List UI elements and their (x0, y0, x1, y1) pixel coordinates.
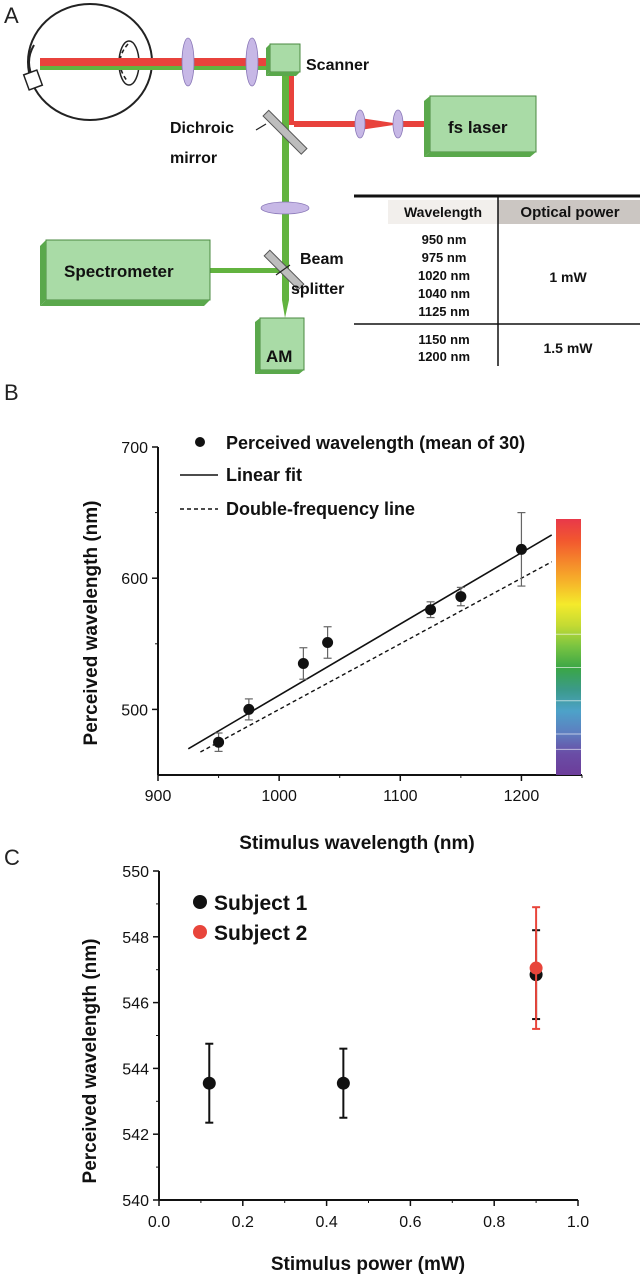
x-tick-label: 0.4 (315, 1214, 337, 1231)
spectrometer-box (40, 239, 211, 306)
dichroic-label-line1: Dichroic (170, 120, 234, 137)
legend-marker-points (195, 437, 205, 447)
table-cell-wavelength: 1200 nm (418, 349, 470, 364)
x-tick-label: 0.6 (399, 1214, 421, 1231)
chart-b: 900 1000 1100 1200 500 600 700 Perceived wavel… (81, 433, 583, 854)
x-tick-label: 0.8 (483, 1214, 505, 1231)
data-point-marker (425, 604, 437, 616)
table-cell-wavelength: 1040 nm (418, 286, 470, 301)
y-tick-label: 548 (122, 930, 149, 947)
panel-letter-b: B (4, 380, 19, 405)
data-point (213, 732, 225, 752)
linear-fit-line (187, 534, 553, 750)
x-tick-label: 0.0 (148, 1214, 170, 1231)
power-table: Wavelength Optical power 950 nm 975 nm 1… (354, 194, 640, 366)
y-tick-label: 600 (121, 571, 148, 588)
lens-icon (181, 37, 404, 215)
double-frequency-line (200, 561, 553, 753)
data-point-marker (243, 703, 255, 715)
y-tick-label: 540 (122, 1193, 149, 1210)
colorbar (556, 519, 581, 775)
data-point (336, 1047, 350, 1119)
table-cell-wavelength: 950 nm (422, 232, 467, 247)
data-point (202, 1042, 216, 1124)
table-cell-power: 1 mW (549, 269, 587, 285)
y-tick-label: 546 (122, 996, 149, 1013)
x-tick-label: 900 (145, 788, 172, 805)
x-tick-label: 1000 (261, 788, 297, 805)
y-axis-title: Perceived wavelength (nm) (80, 939, 101, 1184)
dichroic-leader (255, 123, 267, 131)
x-axis-title: Stimulus wavelength (nm) (239, 833, 474, 854)
data-point (529, 906, 543, 1030)
dichroic-mirror (262, 109, 308, 155)
legend: Perceived wavelength (mean of 30) Linear… (180, 433, 525, 519)
spectrometer-label: Spectrometer (64, 262, 174, 281)
scanner-box (266, 43, 301, 76)
am-box (255, 317, 305, 374)
data-point-marker (322, 636, 334, 648)
data-point (455, 586, 467, 607)
legend-label-subject-1: Subject 1 (214, 892, 308, 915)
y-tick-label: 550 (122, 864, 149, 881)
table-cell-power: 1.5 mW (543, 340, 593, 356)
data-point (425, 601, 437, 619)
data-point-marker (455, 591, 467, 603)
x-tick-label: 1.0 (567, 1214, 589, 1231)
data-point (297, 647, 309, 680)
legend: Subject 1 Subject 2 (193, 892, 308, 945)
scanner-label: Scanner (306, 57, 369, 74)
table-cell-wavelength: 975 nm (422, 250, 467, 265)
table-cell-wavelength: 1020 nm (418, 268, 470, 283)
table-header-power: Optical power (520, 204, 619, 221)
dichroic-label-line2: mirror (170, 150, 217, 167)
x-tick-label: 1100 (383, 788, 418, 805)
legend-label-double-frequency: Double-frequency line (226, 499, 415, 519)
table-header-bg (388, 200, 498, 224)
data-point-marker (213, 736, 225, 748)
data-point-marker (515, 543, 527, 555)
am-label: AM (266, 347, 292, 366)
legend-marker-subject-2 (193, 925, 207, 939)
y-tick-label: 700 (121, 440, 148, 457)
data-point (243, 698, 255, 721)
data-point (515, 511, 527, 587)
panel-letter-a: A (4, 3, 19, 28)
beam-splitter-leader (275, 264, 291, 276)
y-axis-title: Perceived wavelength (nm) (81, 501, 102, 746)
data-point-marker (297, 657, 309, 669)
y-tick-label: 500 (121, 702, 148, 719)
legend-marker-subject-1 (193, 895, 207, 909)
x-tick-label: 0.2 (232, 1214, 254, 1231)
data-point-marker (529, 961, 543, 975)
beam-splitter-label-line2: splitter (291, 281, 344, 298)
table-cell-wavelength: 1150 nm (418, 332, 469, 347)
panel-letter-c: C (4, 845, 20, 870)
chart-c: 0.0 0.2 0.4 0.6 0.8 1.0 540 542 544 546 548 550 Sub… (80, 864, 589, 1275)
data-point-marker (336, 1076, 350, 1090)
data-point (322, 626, 334, 659)
legend-label-linear-fit: Linear fit (226, 465, 302, 485)
table-header-wavelength: Wavelength (404, 204, 482, 220)
x-axis-title: Stimulus power (mW) (271, 1254, 465, 1275)
data-point-marker (202, 1076, 216, 1090)
y-tick-label: 544 (122, 1061, 149, 1078)
beam-splitter-label-line1: Beam (300, 251, 344, 268)
x-tick-label: 1200 (504, 788, 540, 805)
legend-label-points: Perceived wavelength (mean of 30) (226, 433, 525, 453)
legend-label-subject-2: Subject 2 (214, 922, 307, 945)
table-header-bg (498, 200, 640, 224)
fs-laser-box (424, 95, 537, 157)
y-tick-label: 542 (122, 1127, 149, 1144)
fs-laser-label: fs laser (448, 118, 508, 137)
table-cell-wavelength: 1125 nm (418, 304, 469, 319)
